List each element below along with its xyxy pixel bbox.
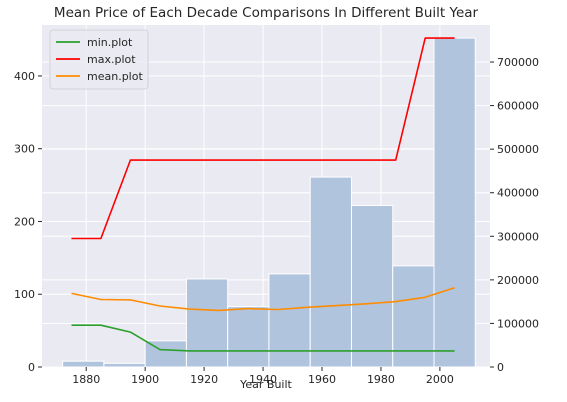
x-axis-title: Year Built [239, 378, 292, 391]
right-y-axis: 0 100000 200000 300000 400000 500000 600000 700… [490, 56, 539, 374]
y2-tick-label: 400000 [497, 187, 539, 200]
y2-tick-label: 700000 [497, 56, 539, 69]
histogram-bar [309, 176, 352, 368]
x-tick-label: 1960 [308, 373, 336, 386]
histogram-bar [227, 306, 270, 368]
histogram-bars [62, 37, 476, 368]
series-line-min-plot [71, 324, 455, 352]
x-tick-label: 1940 [249, 373, 277, 386]
x-tick-label: 2000 [426, 373, 454, 386]
legend-box [49, 29, 149, 90]
y2-tick-label: 0 [497, 361, 504, 374]
series-line-mean-plot [71, 286, 455, 312]
left-y-axis: 0 100 200 300 400 [14, 70, 42, 374]
x-axis: 1880 1900 1920 1940 1960 1980 2000 [72, 367, 454, 386]
histogram-bar [392, 265, 435, 368]
y-tick-label: 300 [14, 143, 35, 156]
histogram-bar [103, 362, 146, 368]
x-tick-label: 1900 [131, 373, 159, 386]
y2-tick-label: 200000 [497, 274, 539, 287]
histogram-bar [433, 37, 476, 368]
y-tick-label: 0 [28, 361, 35, 374]
x-tick-label: 1880 [72, 373, 100, 386]
x-tick-label: 1980 [367, 373, 395, 386]
histogram-bar [185, 278, 229, 368]
x-tick-label: 1920 [190, 373, 218, 386]
legend: min.plot max.plot mean.plot [49, 29, 149, 90]
y2-tick-label: 600000 [497, 100, 539, 113]
histogram-bar [350, 204, 394, 368]
chart-title: Mean Price of Each Decade Comparisons In… [54, 5, 479, 21]
series-lines [71, 37, 455, 352]
series-line-max-plot [71, 37, 455, 240]
y2-tick-label: 500000 [497, 143, 539, 156]
y-tick-label: 100 [14, 288, 35, 301]
y2-tick-label: 300000 [497, 230, 539, 243]
histogram-bar [62, 360, 105, 368]
legend-label: mean.plot [87, 70, 143, 83]
legend-label: max.plot [87, 53, 136, 66]
y-tick-label: 400 [14, 70, 35, 83]
legend-label: min.plot [87, 36, 133, 49]
histogram-bar [268, 273, 311, 368]
y2-tick-label: 100000 [497, 317, 539, 330]
y-tick-label: 200 [14, 215, 35, 228]
